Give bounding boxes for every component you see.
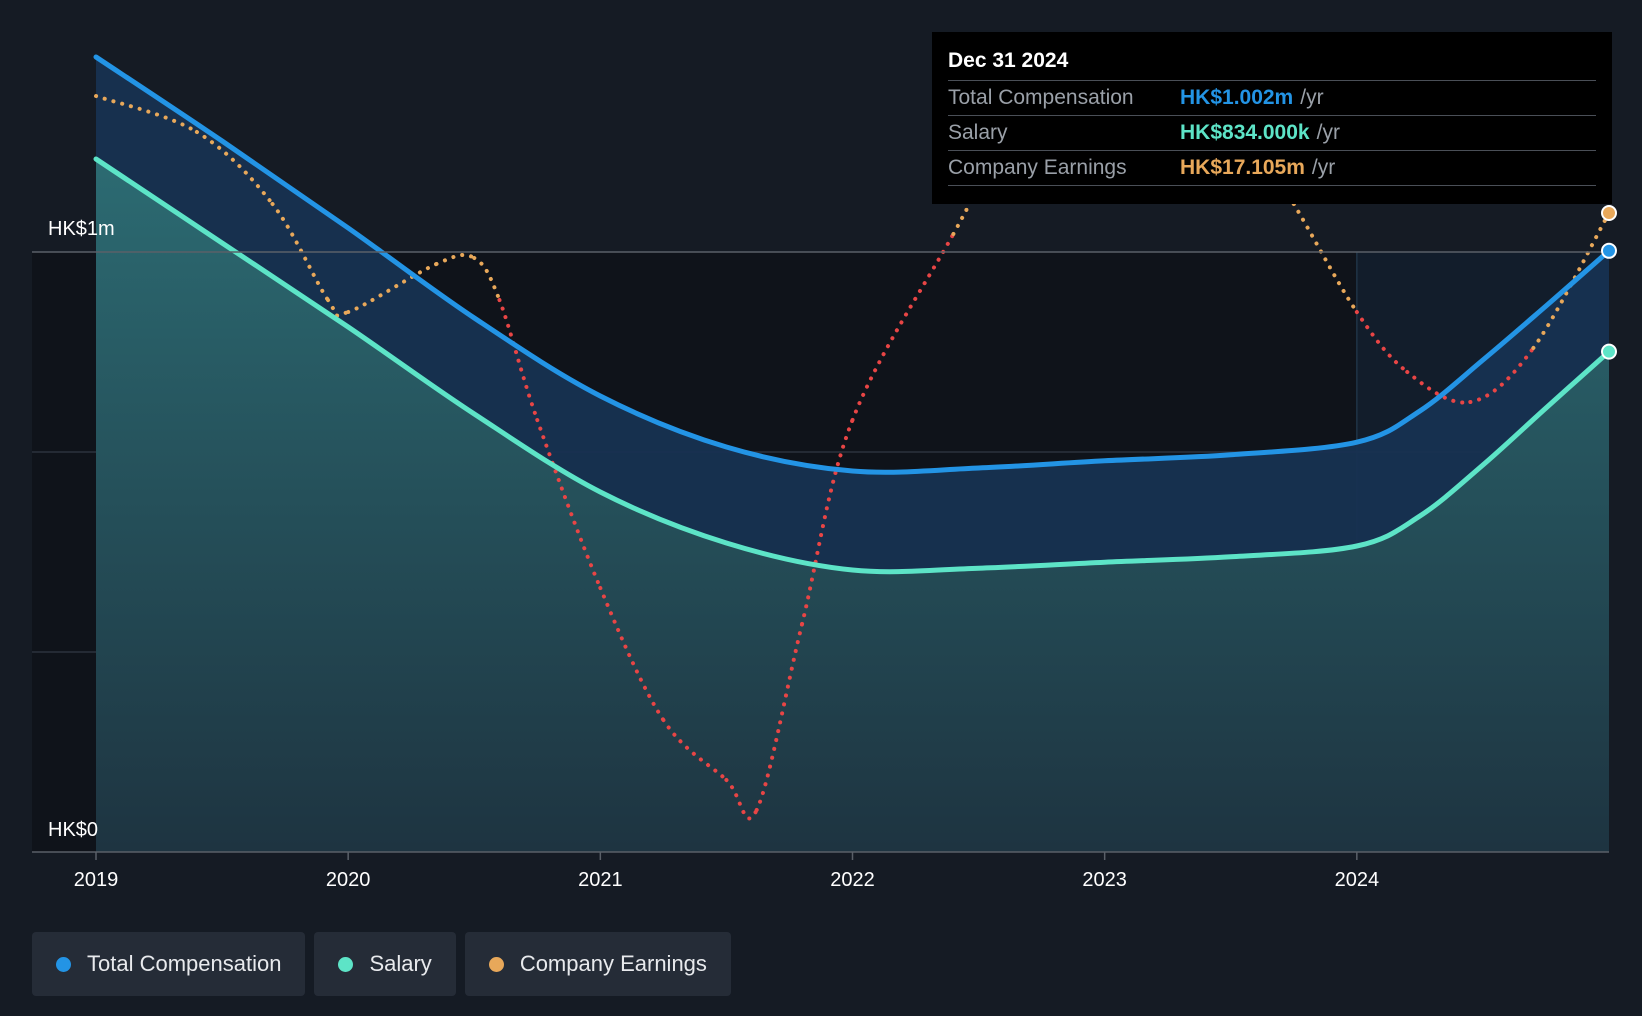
earnings-segment bbox=[497, 298, 540, 422]
earnings-segment bbox=[1354, 310, 1410, 374]
legend-label: Company Earnings bbox=[519, 951, 707, 976]
legend: Total Compensation Salary Company Earnin… bbox=[32, 932, 731, 996]
tooltip-unit: /yr bbox=[1311, 156, 1336, 179]
earnings-segment bbox=[346, 262, 439, 314]
tooltip-label: Company Earnings bbox=[948, 156, 1127, 179]
x-tick-label: 2024 bbox=[1335, 869, 1380, 891]
earnings-segment bbox=[434, 252, 477, 266]
legend-label: Total Compensation bbox=[87, 951, 282, 976]
tooltip: Dec 31 2024 Total Compensation HK$1.002m… bbox=[932, 32, 1612, 204]
legend-dot-icon bbox=[338, 956, 354, 972]
legend-label: Salary bbox=[369, 951, 432, 976]
earnings-end-marker bbox=[1601, 205, 1617, 221]
x-tick-label: 2019 bbox=[74, 869, 119, 891]
earnings-segment bbox=[1291, 202, 1359, 314]
tooltip-row-salary: Salary HK$834.000k /yr bbox=[948, 115, 1596, 150]
earnings-segment bbox=[598, 586, 666, 722]
legend-dot-icon bbox=[56, 956, 71, 972]
earnings-segment bbox=[325, 298, 351, 318]
x-axis-ticks: 2019 2020 2021 2022 2023 2024 bbox=[74, 852, 1379, 891]
earnings-segment bbox=[850, 232, 956, 422]
legend-item-salary[interactable]: Salary bbox=[314, 932, 456, 996]
total-compensation-end-marker bbox=[1601, 242, 1617, 259]
tooltip-value: HK$834.000k bbox=[1180, 121, 1310, 144]
earnings-segment bbox=[754, 622, 805, 812]
earnings-segment bbox=[1468, 346, 1536, 404]
salary-end-marker bbox=[1601, 343, 1617, 360]
tooltip-unit: /yr bbox=[1316, 121, 1340, 144]
y-label-bottom: HK$0 bbox=[48, 819, 98, 841]
earnings-segment bbox=[535, 418, 603, 590]
earnings-segment bbox=[194, 130, 275, 206]
x-tick-label: 2020 bbox=[326, 869, 371, 891]
legend-item-total-compensation[interactable]: Total Compensation bbox=[32, 932, 306, 996]
y-label-top: HK$1m bbox=[48, 218, 115, 240]
salary-line bbox=[93, 156, 1612, 575]
tooltip-row-total-compensation: Total Compensation HK$1.002m /yr bbox=[948, 80, 1596, 115]
tooltip-row-company-earnings: Company Earnings HK$17.105m /yr bbox=[948, 150, 1596, 186]
tooltip-value: HK$1.002m bbox=[1180, 86, 1294, 109]
tooltip-label: Total Compensation bbox=[948, 86, 1134, 109]
earnings-segment bbox=[472, 256, 502, 302]
earnings-segment bbox=[1405, 370, 1473, 405]
earnings-segment bbox=[661, 718, 729, 782]
x-tick-label: 2021 bbox=[578, 869, 623, 891]
total-compensation-line bbox=[93, 54, 1612, 475]
legend-dot-icon bbox=[488, 956, 504, 972]
salary-area bbox=[96, 159, 1609, 852]
tooltip-date: Dec 31 2024 bbox=[948, 49, 1069, 72]
earnings-segment bbox=[724, 778, 759, 821]
x-tick-label: 2023 bbox=[1082, 869, 1127, 891]
legend-item-company-earnings[interactable]: Company Earnings bbox=[464, 932, 731, 996]
earnings-segment bbox=[1531, 211, 1611, 350]
end-markers bbox=[1601, 205, 1617, 360]
tooltip-label: Salary bbox=[948, 121, 1008, 144]
x-tick-label: 2022 bbox=[830, 869, 875, 891]
tooltip-unit: /yr bbox=[1300, 86, 1324, 109]
tooltip-value: HK$17.105m bbox=[1180, 156, 1305, 179]
